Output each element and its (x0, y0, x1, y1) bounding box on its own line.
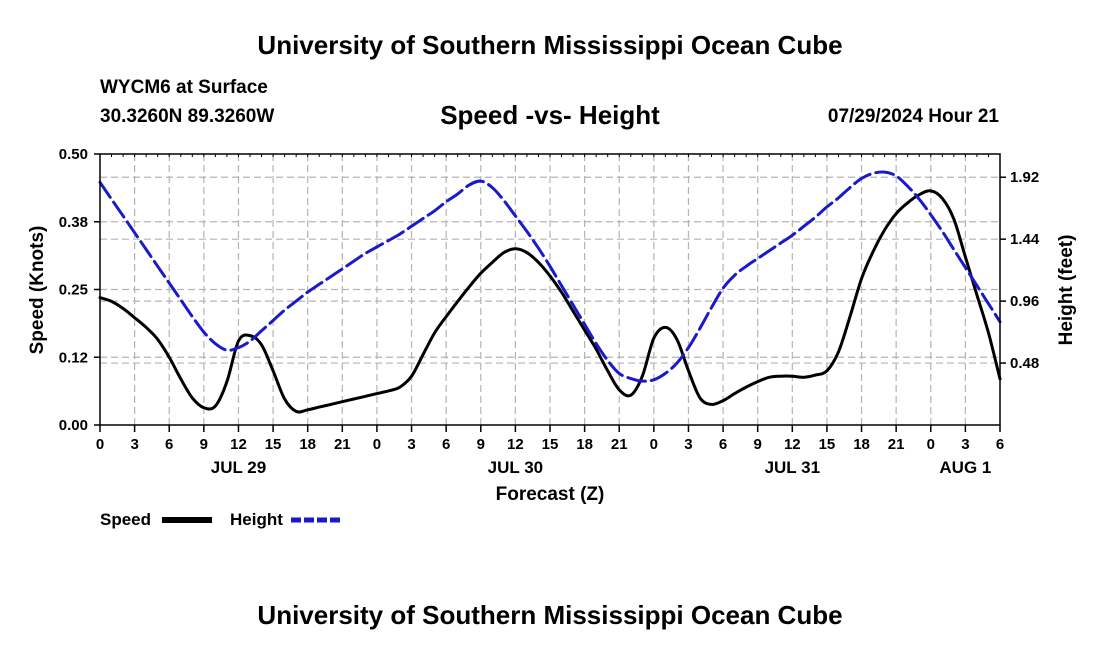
x-tick-label: 0 (650, 436, 658, 453)
legend: Speed Height (100, 510, 342, 529)
x-tick-label: 18 (853, 436, 870, 453)
y-right-tick-label: 1.92 (1010, 169, 1039, 186)
x-tick-label: 6 (719, 436, 727, 453)
x-tick-label: 12 (230, 436, 247, 453)
grid (100, 154, 1000, 425)
x-tick-label: 12 (507, 436, 524, 453)
x-tick-label: 15 (819, 436, 836, 453)
date-label: JUL 31 (765, 458, 820, 477)
y-left-tick-label: 0.25 (59, 282, 88, 299)
y-right-tick-label: 1.44 (1010, 231, 1040, 248)
date-label: JUL 29 (211, 458, 266, 477)
x-tick-label: 9 (754, 436, 762, 453)
x-tick-label: 0 (96, 436, 104, 453)
x-tick-label: 9 (200, 436, 208, 453)
forecast-datetime: 07/29/2024 Hour 21 (827, 106, 999, 127)
x-tick-label: 3 (130, 436, 138, 453)
date-label: JUL 30 (488, 458, 543, 477)
date-label: AUG 1 (939, 458, 991, 477)
x-tick-label: 3 (961, 436, 969, 453)
y-left-tick-label: 0.00 (59, 417, 88, 434)
axis-ticks: 0 3 6 9 12 15 18 21 0 3 6 9 12 15 18 21 0 3 6 9 12 15 18 21 0 3 6 0… (59, 146, 1040, 477)
series-line-speed (98, 189, 1002, 414)
x-tick-label: 0 (373, 436, 381, 453)
y-axis-left-label: Speed (Knots) (27, 226, 48, 355)
series-layer (98, 170, 1002, 414)
x-tick-label: 12 (784, 436, 801, 453)
legend-speed-label: Speed (100, 510, 151, 529)
station-label: WYCM6 at Surface (100, 77, 268, 98)
y-left-tick-label: 0.38 (59, 214, 88, 231)
x-tick-label: 21 (334, 436, 351, 453)
chart-subtitle: Speed -vs- Height (440, 100, 660, 130)
x-tick-label: 15 (265, 436, 282, 453)
station-coordinates: 30.3260N 89.3260W (100, 106, 275, 127)
x-axis-label: Forecast (Z) (496, 484, 605, 505)
x-tick-label: 6 (442, 436, 450, 453)
footer-title: University of Southern Mississippi Ocean… (257, 600, 843, 630)
x-tick-label: 0 (927, 436, 935, 453)
x-tick-label: 18 (299, 436, 316, 453)
x-tick-label: 21 (611, 436, 628, 453)
x-tick-label: 15 (542, 436, 559, 453)
x-tick-label: 21 (888, 436, 905, 453)
y-right-tick-label: 0.96 (1010, 293, 1039, 310)
legend-height-label: Height (230, 510, 283, 529)
y-left-tick-label: 0.12 (59, 349, 88, 366)
x-tick-label: 9 (477, 436, 485, 453)
x-tick-label: 6 (996, 436, 1004, 453)
series-line-height (98, 170, 1002, 383)
x-tick-label: 18 (576, 436, 593, 453)
y-axis-right-label: Height (feet) (1056, 235, 1077, 346)
x-tick-label: 6 (165, 436, 173, 453)
y-right-tick-label: 0.48 (1010, 355, 1039, 372)
x-tick-label: 3 (684, 436, 692, 453)
x-tick-label: 3 (407, 436, 415, 453)
main-title: University of Southern Mississippi Ocean… (257, 30, 843, 60)
y-left-tick-label: 0.50 (59, 146, 88, 163)
